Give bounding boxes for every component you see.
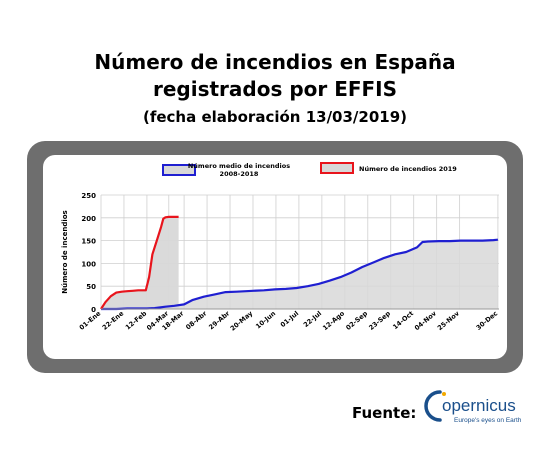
x-tick-label: 12-Feb [124, 309, 149, 331]
line-chart: 05010015020025001-Ene22-Ene12-Feb04-Mar1… [61, 162, 500, 333]
legend-label-2019: Número de incendios 2019 [359, 165, 457, 173]
series-mean-area [101, 239, 498, 309]
y-tick-label: 250 [81, 192, 96, 200]
series-2019-area [101, 216, 179, 309]
chart-title-line-2: registrados por EFFIS [152, 77, 398, 101]
source-label: Fuente: [352, 404, 417, 422]
copernicus-logo: opernicus Europe's eyes on Earth [424, 390, 522, 424]
logo-dot-icon [442, 392, 446, 396]
logo-tagline: Europe's eyes on Earth [454, 417, 522, 424]
x-tick-label: 25-Nov [436, 309, 462, 332]
chart-frame: 0 50 100 150 200 250 01-Ene 22-Ene 12-Feb 04-Mar 1… [27, 141, 523, 373]
chart-title-line-1: Número de incendios en España [94, 50, 456, 74]
x-tick-label: 12-Ago [321, 309, 346, 332]
y-tick-label: 0 [91, 306, 96, 314]
legend-label-mean: Número medio de incendios [188, 162, 290, 170]
x-tick-label: 14-Oct [391, 309, 415, 331]
x-tick-label: 02-Sep [344, 309, 369, 332]
x-tick-label: 04-Nov [413, 309, 439, 332]
y-tick-label: 150 [81, 238, 96, 246]
y-tick-label: 100 [81, 260, 96, 268]
legend-label-mean-years: 2008-2018 [220, 170, 259, 178]
x-tick-label: 30-Dec [475, 309, 500, 332]
chart-panel: 0 50 100 150 200 250 01-Ene 22-Ene 12-Feb 04-Mar 1… [43, 155, 507, 359]
legend-swatch-mean [162, 164, 196, 176]
x-tick-label: 10-Jun [254, 309, 277, 330]
x-tick-label: 29-Abr [207, 309, 232, 331]
x-tick-label: 22-Ene [101, 309, 126, 332]
y-tick-label: 50 [86, 283, 96, 291]
y-tick-label: 200 [81, 215, 96, 223]
chart-subtitle: (fecha elaboración 13/03/2019) [142, 108, 408, 126]
series-2019-line [100, 215, 179, 310]
legend-swatch-2019 [320, 162, 354, 174]
x-tick-label: 08-Abr [184, 309, 209, 331]
logo-ring-icon [424, 390, 442, 422]
x-tick-label: 20-May [229, 309, 255, 333]
logo-wordmark: opernicus [442, 396, 516, 415]
x-tick-label: 23-Sep [367, 309, 392, 332]
x-tick-label: 01-Jul [279, 309, 300, 329]
y-axis-title: Número de incendios [61, 210, 69, 293]
series-mean-line [101, 238, 498, 311]
